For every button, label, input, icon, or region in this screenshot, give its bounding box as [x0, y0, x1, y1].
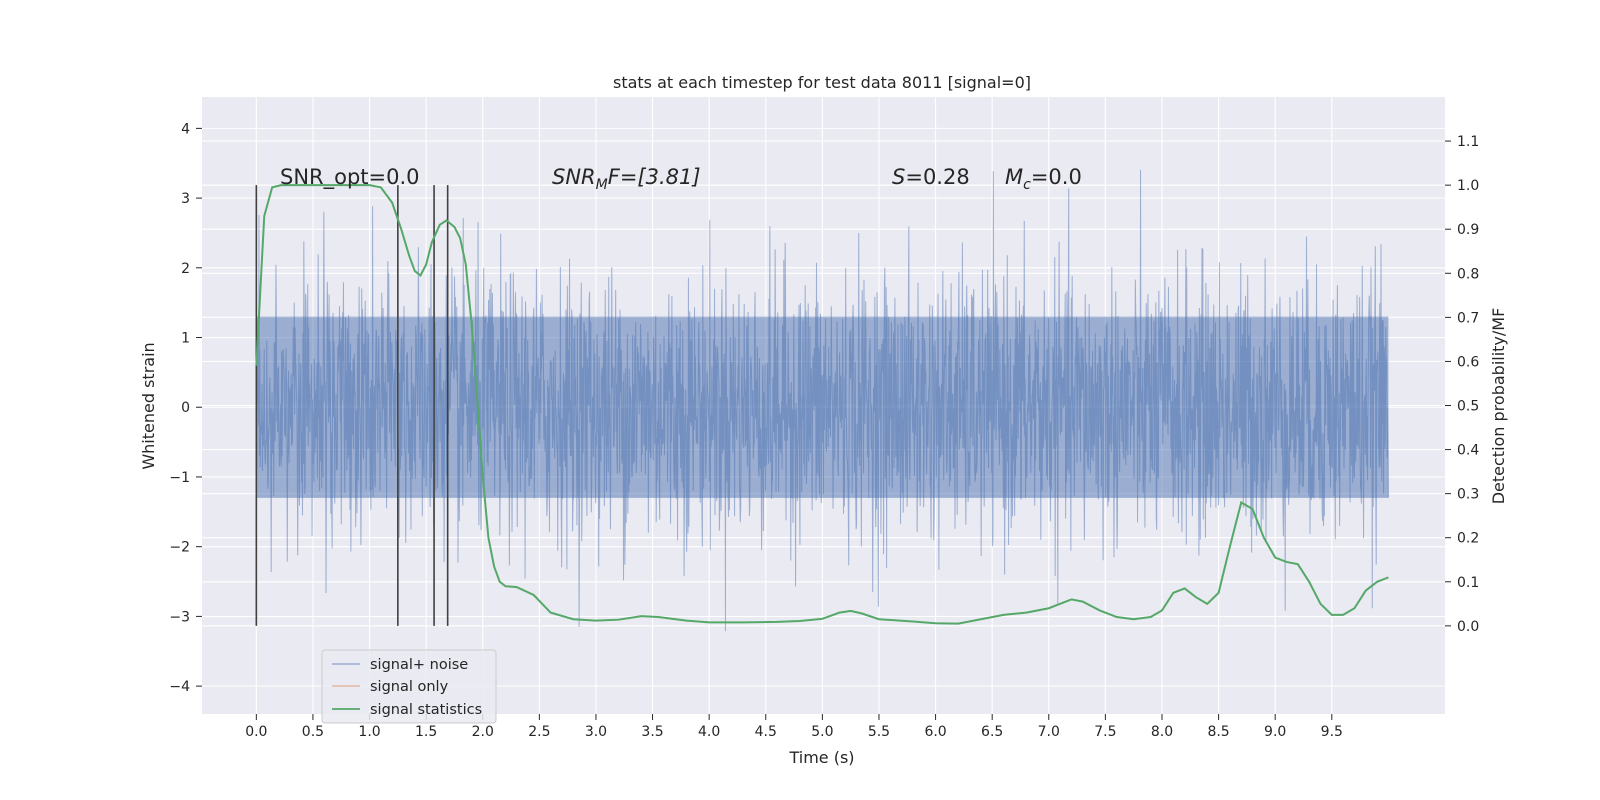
noise-trace [255, 169, 1389, 632]
annotation-snr-mf: SNRMF=[3.81] [552, 165, 701, 193]
x-tick-label: 5.0 [811, 724, 833, 740]
x-tick-label: 8.0 [1151, 724, 1173, 740]
x-tick-label: 0.0 [245, 724, 267, 740]
x-tick-label: 6.0 [924, 724, 946, 740]
series-signal-noise [255, 169, 1389, 632]
y-right-tick-label: 0.5 [1457, 399, 1479, 415]
x-tick-label: 0.5 [302, 724, 324, 740]
mc-value: =0.0 [1031, 165, 1082, 189]
y-tick-label: −4 [169, 679, 190, 695]
y-tick-label: 3 [181, 191, 190, 207]
x-axis-ticks: 0.0 0.5 1.0 1.5 2.0 2.5 3.0 3.5 4.0 4.5 5.0 5.5 6.0 6… [245, 714, 1343, 740]
snr-mf-subscript: M [596, 177, 608, 193]
signal-statistics-line [255, 184, 1389, 625]
y-tick-label: 0 [181, 400, 190, 416]
y-tick-label: 4 [181, 121, 190, 137]
y-axis-right-label: Detection probability/MF [1489, 308, 1508, 505]
y-tick-label: 2 [181, 261, 190, 277]
snr-mf-suffix: F=[3.81] [608, 165, 701, 189]
x-tick-label: 5.5 [868, 724, 890, 740]
x-tick-label: 2.0 [472, 724, 494, 740]
y-axis-right-ticks: 1.1 1.0 0.9 0.8 0.7 0.6 0.5 0.4 0.3 0.2 0.1 0.0 [1445, 134, 1479, 635]
y-tick-label: 1 [181, 331, 190, 347]
y-right-tick-label: 0.8 [1457, 266, 1479, 282]
mc-subscript: c [1023, 177, 1031, 193]
y-right-tick-label: 0.2 [1457, 531, 1479, 547]
y-tick-label: −2 [169, 540, 190, 556]
x-tick-label: 9.0 [1264, 724, 1286, 740]
y-right-tick-label: 0.4 [1457, 443, 1479, 459]
chart-title: stats at each timestep for test data 801… [613, 73, 1031, 92]
x-tick-label: 4.5 [755, 724, 777, 740]
x-tick-label: 8.5 [1207, 724, 1229, 740]
s-variable: S [892, 165, 905, 189]
y-axis-label: Whitened strain [139, 342, 158, 469]
annotation-mc: Mc=0.0 [1005, 165, 1082, 193]
x-tick-label: 2.5 [528, 724, 550, 740]
x-tick-label: 3.5 [641, 724, 663, 740]
x-tick-label: 6.5 [981, 724, 1003, 740]
x-tick-label: 7.0 [1038, 724, 1060, 740]
y-right-tick-label: 1.0 [1457, 178, 1479, 194]
x-tick-label: 9.5 [1321, 724, 1343, 740]
y-right-tick-label: 0.6 [1457, 354, 1479, 370]
y-axis-ticks: 4 3 2 1 0 −1 −2 −3 −4 [169, 121, 202, 695]
x-tick-label: 3.0 [585, 724, 607, 740]
legend-box [321, 649, 497, 724]
vertical-markers [255, 185, 449, 626]
x-axis-label: Time (s) [788, 748, 854, 767]
y-right-tick-label: 0.1 [1457, 575, 1479, 591]
x-tick-label: 7.5 [1094, 724, 1116, 740]
legend-label-signal-noise: signal+ noise [370, 657, 468, 673]
y-right-tick-label: 0.9 [1457, 222, 1479, 238]
y-right-tick-label: 0.7 [1457, 310, 1479, 326]
annotation-s: S=0.28 [892, 165, 970, 189]
legend-label-signal-only: signal only [370, 679, 449, 695]
series-signal-statistics [255, 184, 1389, 625]
mc-variable: M [1005, 165, 1023, 189]
x-tick-label: 4.0 [698, 724, 720, 740]
y-right-tick-label: 0.0 [1457, 619, 1479, 635]
x-tick-label: 1.0 [358, 724, 380, 740]
y-tick-label: −3 [169, 609, 190, 625]
y-right-tick-label: 1.1 [1457, 134, 1479, 150]
y-tick-label: −1 [169, 470, 190, 486]
legend-label-signal-statistics: signal statistics [370, 702, 482, 718]
annotation-snr-opt: SNR_opt=0.0 [280, 165, 420, 190]
snr-mf-prefix: SNR [552, 165, 596, 189]
x-tick-label: 1.5 [415, 724, 437, 740]
y-right-tick-label: 0.3 [1457, 487, 1479, 503]
s-value: =0.28 [905, 165, 969, 189]
legend: signal+ noise signal only signal statist… [321, 649, 497, 724]
